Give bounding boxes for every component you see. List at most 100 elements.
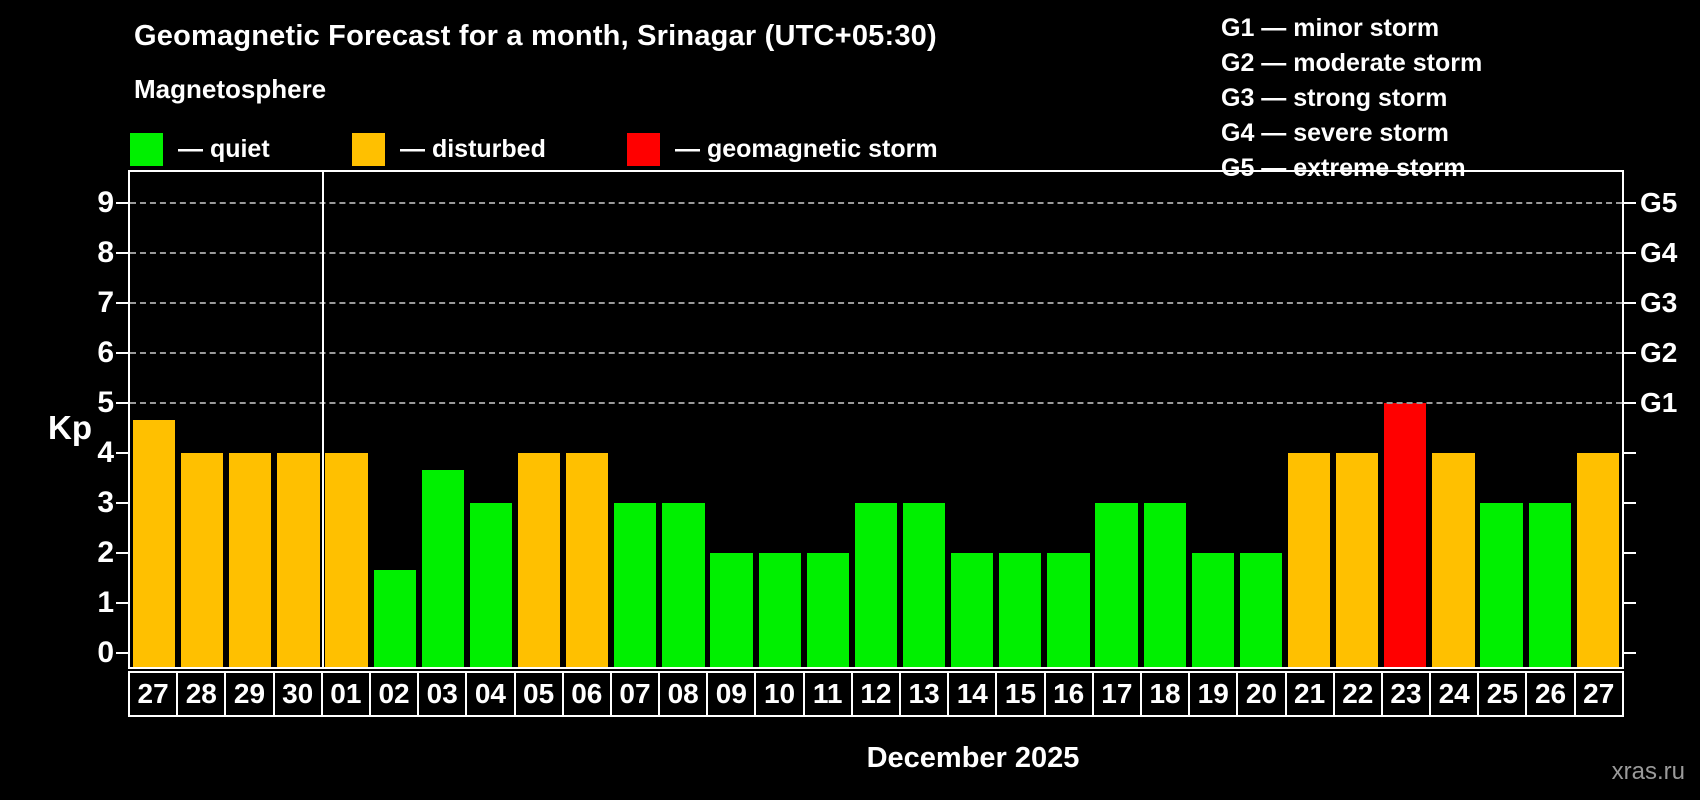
y-axis-label-0: 0 bbox=[97, 636, 114, 669]
kp-bar-day-21 bbox=[1287, 453, 1331, 667]
date-cell-24: 24 bbox=[1429, 671, 1480, 717]
kp-bar-day-12 bbox=[854, 503, 898, 667]
bar-slot-16 bbox=[1044, 172, 1092, 667]
bar-slot-18 bbox=[1141, 172, 1189, 667]
date-cell-16: 16 bbox=[1043, 671, 1094, 717]
month-label: December 2025 bbox=[866, 742, 1080, 774]
y-axis-label-3: 3 bbox=[97, 486, 114, 519]
bar-slot-01 bbox=[323, 172, 371, 667]
y-axis-tick-right-4 bbox=[1624, 452, 1636, 454]
date-cell-30: 30 bbox=[272, 671, 323, 717]
y-axis-tick-right-3 bbox=[1624, 502, 1636, 504]
y-axis-tick-left-0 bbox=[116, 652, 128, 654]
bar-slot-13 bbox=[900, 172, 948, 667]
kp-bar-day-26 bbox=[1528, 503, 1571, 667]
kp-bar-day-08 bbox=[662, 503, 705, 667]
date-cell-19: 19 bbox=[1188, 671, 1239, 717]
bar-slot-29 bbox=[226, 172, 274, 667]
kp-bar-day-23 bbox=[1384, 403, 1427, 667]
date-cell-27: 27 bbox=[128, 671, 179, 717]
kp-bar-day-20 bbox=[1239, 553, 1283, 667]
date-cell-02: 02 bbox=[368, 671, 420, 717]
date-cell-06: 06 bbox=[561, 671, 612, 717]
bar-slot-02 bbox=[371, 172, 419, 667]
g-level-label-g2: G2 bbox=[1640, 337, 1678, 368]
g-level-label-g4: G4 bbox=[1640, 237, 1678, 268]
bar-slot-25 bbox=[1478, 172, 1526, 667]
bar-slot-24 bbox=[1429, 172, 1477, 667]
date-cell-23: 23 bbox=[1380, 671, 1432, 717]
date-cell-22: 22 bbox=[1332, 671, 1383, 717]
bar-slot-20 bbox=[1237, 172, 1285, 667]
y-axis-label-9: 9 bbox=[97, 186, 114, 219]
y-axis-tick-right-1 bbox=[1624, 602, 1636, 605]
kp-bar-day-10 bbox=[758, 553, 801, 667]
kp-bar-day-14 bbox=[951, 553, 994, 667]
y-axis-tick-left-5 bbox=[116, 402, 128, 405]
y-axis-label-4: 4 bbox=[97, 436, 114, 469]
kp-bar-day-25 bbox=[1480, 503, 1523, 667]
kp-bar-day-13 bbox=[902, 503, 946, 667]
kp-bar-day-27 bbox=[132, 419, 176, 667]
date-cell-25: 25 bbox=[1477, 671, 1528, 717]
kp-bar-day-29 bbox=[229, 453, 272, 667]
bar-slot-09 bbox=[708, 172, 756, 667]
bar-slot-15 bbox=[996, 172, 1044, 667]
g-scale-legend: G1 — minor storm G2 — moderate storm G3 — … bbox=[1221, 11, 1482, 186]
kp-bar-day-11 bbox=[806, 553, 849, 667]
y-axis-tick-left-9 bbox=[116, 202, 128, 204]
date-cell-04: 04 bbox=[465, 671, 516, 717]
y-axis-title: Kp bbox=[48, 409, 92, 446]
g-level-label-g3: G3 bbox=[1640, 287, 1678, 318]
bar-slot-12 bbox=[852, 172, 900, 667]
bar-slot-11 bbox=[804, 172, 852, 667]
legend-label-disturbed: — disturbed bbox=[400, 134, 546, 163]
bar-slot-28 bbox=[178, 172, 226, 667]
legend-swatch-quiet-icon bbox=[130, 132, 163, 166]
y-axis-tick-right-5 bbox=[1624, 402, 1636, 405]
kp-bar-day-15 bbox=[999, 553, 1042, 667]
bar-slot-17 bbox=[1093, 172, 1141, 667]
chart-subtitle: Magnetosphere bbox=[134, 74, 327, 104]
kp-bar-day-04 bbox=[469, 503, 513, 667]
bar-slot-22 bbox=[1333, 172, 1381, 667]
g-level-label-g5: G5 bbox=[1640, 187, 1678, 218]
bar-slot-05 bbox=[515, 172, 563, 667]
month-boundary-line bbox=[321, 172, 324, 667]
bar-slot-03 bbox=[419, 172, 467, 667]
kp-bar-day-09 bbox=[710, 553, 753, 667]
bar-slot-14 bbox=[948, 172, 996, 667]
date-cell-11: 11 bbox=[802, 671, 853, 717]
g-legend-row-g1: G1 — minor storm bbox=[1221, 14, 1440, 42]
date-cell-28: 28 bbox=[176, 671, 227, 717]
legend-label-storm: — geomagnetic storm bbox=[675, 134, 938, 163]
y-axis-tick-left-4 bbox=[116, 452, 128, 454]
legend-swatch-disturbed-icon bbox=[352, 132, 385, 166]
date-cell-13: 13 bbox=[899, 671, 950, 717]
kp-bar-day-27 bbox=[1576, 453, 1619, 667]
bar-slot-06 bbox=[563, 172, 611, 667]
g-legend-row-g5: G5 — extreme storm bbox=[1221, 154, 1466, 182]
gridline-kp-7 bbox=[130, 302, 1622, 304]
watermark-link[interactable]: xras.ru bbox=[1611, 758, 1685, 785]
y-axis-tick-right-9 bbox=[1624, 202, 1636, 204]
kp-bar-day-03 bbox=[421, 469, 464, 667]
y-axis-label-7: 7 bbox=[97, 286, 114, 319]
date-cell-01: 01 bbox=[320, 671, 371, 717]
bar-slot-21 bbox=[1285, 172, 1333, 667]
y-axis-tick-right-7 bbox=[1624, 302, 1636, 304]
bar-slot-08 bbox=[659, 172, 707, 667]
y-axis-tick-left-3 bbox=[116, 502, 128, 504]
bar-slot-07 bbox=[611, 172, 659, 667]
legend-swatch-storm-icon bbox=[627, 132, 660, 166]
kp-bar-day-16 bbox=[1047, 553, 1090, 667]
date-cell-03: 03 bbox=[417, 671, 468, 717]
gridline-kp-6 bbox=[130, 352, 1622, 354]
date-cell-08: 08 bbox=[658, 671, 709, 717]
date-cell-20: 20 bbox=[1236, 671, 1287, 717]
date-cell-05: 05 bbox=[513, 671, 564, 717]
gridline-kp-5 bbox=[130, 402, 1622, 405]
date-cell-15: 15 bbox=[995, 671, 1046, 717]
kp-bar-day-22 bbox=[1336, 453, 1379, 667]
